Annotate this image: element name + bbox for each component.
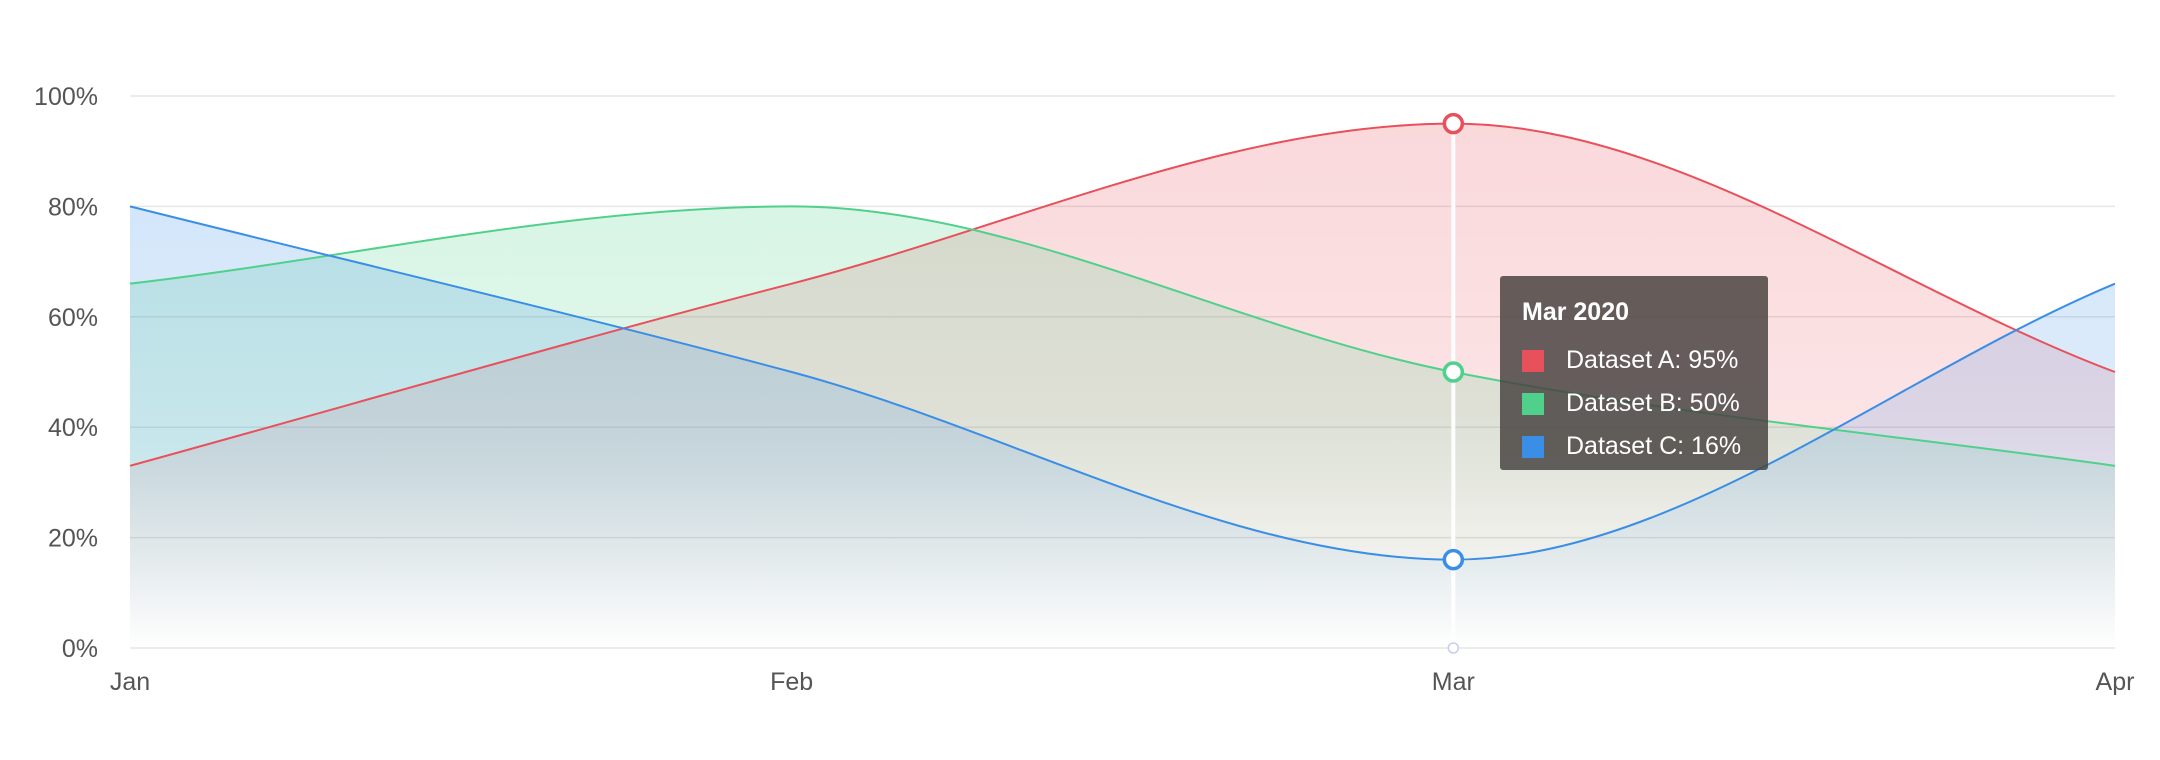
line-dataset-b: [129, 205, 2116, 467]
y-tick-label-80: 80%: [48, 193, 98, 221]
tooltip-swatch-dataset-b: [1522, 392, 1544, 415]
hover-point-dataset-b: [1442, 361, 1465, 383]
tooltip-label-dataset-b: Dataset B: 50%: [1566, 389, 1740, 417]
tooltip-row-dataset-a: Dataset A: 95%: [1522, 339, 1746, 382]
line-dataset-c: [129, 205, 2116, 561]
hover-point-dataset-a: [1442, 112, 1465, 135]
y-tick-label-0: 0%: [62, 635, 98, 663]
tooltip-row-dataset-c: Dataset C: 16%: [1522, 425, 1746, 468]
tooltip-label-dataset-c: Dataset C: 16%: [1566, 432, 1742, 460]
axis-labels: 0% 20% 40% 60% 80% 100% Jan Feb Mar Apr: [34, 83, 2134, 696]
y-tick-label-40: 40%: [48, 414, 98, 442]
y-tick-label-60: 60%: [48, 304, 98, 332]
line-dataset-a: [129, 122, 2116, 467]
tooltip-swatch-dataset-c: [1522, 435, 1544, 458]
y-tick-label-100: 100%: [34, 83, 98, 111]
x-tick-label-jan: Jan: [110, 668, 150, 696]
tooltip-row-dataset-b: Dataset B: 50%: [1522, 382, 1746, 425]
x-tick-label-mar: Mar: [1432, 668, 1475, 696]
chart-tooltip: Mar 2020 Dataset A: 95% Dataset B: 50% D…: [1500, 276, 1768, 470]
series-lines: [129, 122, 2116, 561]
x-tick-label-feb: Feb: [770, 668, 813, 696]
hover-axis-marker: [1447, 642, 1460, 654]
hover-indicator: [1442, 112, 1465, 654]
tooltip-label-dataset-a: Dataset A: 95%: [1566, 346, 1739, 374]
area-dataset-c: [130, 206, 2115, 648]
hover-point-dataset-c: [1442, 548, 1465, 571]
tooltip-swatch-dataset-a: [1522, 349, 1544, 372]
y-tick-label-20: 20%: [48, 525, 98, 553]
series-areas: [130, 123, 2115, 649]
x-tick-label-apr: Apr: [2096, 668, 2135, 696]
tooltip-title: Mar 2020: [1522, 298, 1630, 326]
